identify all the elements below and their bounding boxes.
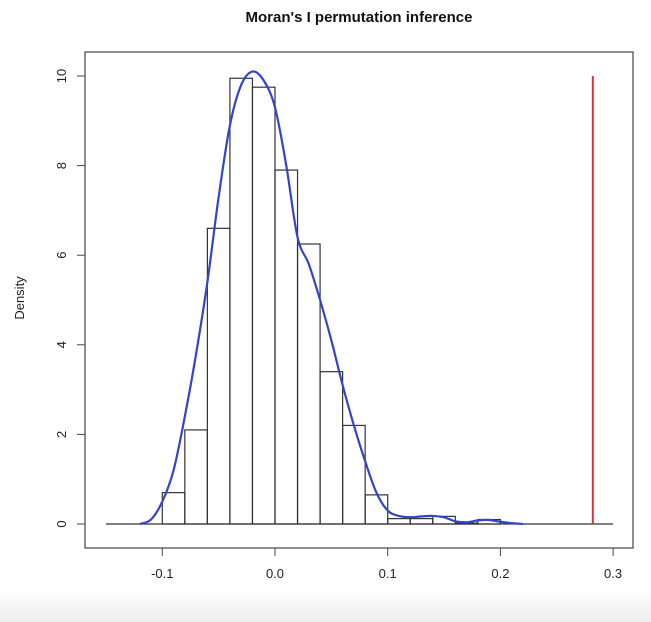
x-tick-label: 0.2: [491, 566, 509, 581]
histogram-bar-2: [206, 227, 231, 525]
histogram-bar-10: [387, 518, 411, 525]
y-tick-label: 2: [54, 431, 69, 438]
histogram-bar-0: [161, 492, 186, 525]
x-tick-label: 0.1: [379, 566, 397, 581]
y-tick-label: 4: [54, 341, 69, 348]
chart-title: Moran's I permutation inference: [246, 9, 473, 26]
bottom-fade: [0, 590, 651, 622]
y-tick-label: 6: [54, 252, 69, 259]
histogram-bar-9: [364, 494, 389, 525]
y-tick-label: 0: [54, 520, 69, 527]
histogram-bar-7: [319, 371, 344, 525]
y-axis-label: Density: [12, 276, 27, 320]
x-tick-label: -0.1: [151, 566, 173, 581]
x-tick-label: 0.0: [266, 566, 284, 581]
histogram-bar-3: [229, 77, 254, 525]
density-curve: [139, 70, 524, 526]
x-tick-label: 0.3: [604, 566, 622, 581]
histogram-bar-8: [342, 424, 366, 525]
y-tick-label: 8: [54, 162, 69, 169]
y-tick-label: 10: [54, 69, 69, 83]
plot-box: [84, 51, 634, 549]
histogram-bar-11: [409, 518, 434, 525]
histogram-bar-1: [184, 429, 208, 525]
histogram-bar-4: [251, 86, 276, 525]
